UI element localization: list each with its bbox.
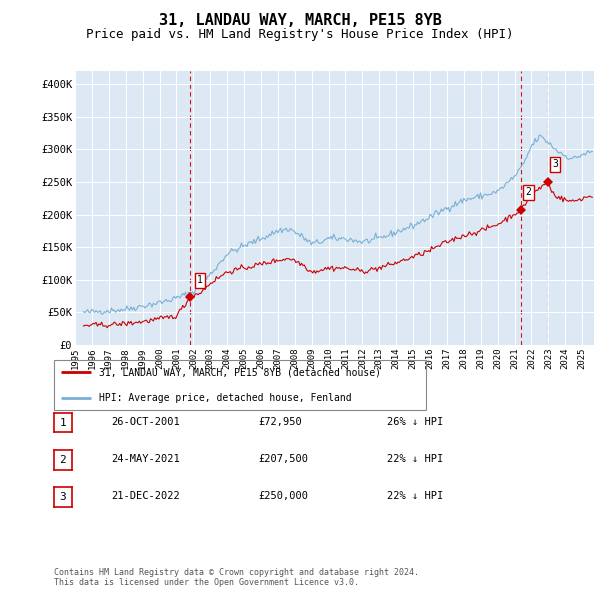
- Text: 31, LANDAU WAY, MARCH, PE15 8YB (detached house): 31, LANDAU WAY, MARCH, PE15 8YB (detache…: [98, 368, 380, 378]
- Text: 24-MAY-2021: 24-MAY-2021: [111, 454, 180, 464]
- Text: 21-DEC-2022: 21-DEC-2022: [111, 491, 180, 501]
- Text: 31, LANDAU WAY, MARCH, PE15 8YB: 31, LANDAU WAY, MARCH, PE15 8YB: [158, 13, 442, 28]
- Text: 3: 3: [59, 492, 67, 502]
- Text: Contains HM Land Registry data © Crown copyright and database right 2024.
This d: Contains HM Land Registry data © Crown c…: [54, 568, 419, 587]
- Text: 2: 2: [59, 455, 67, 465]
- Text: £250,000: £250,000: [258, 491, 308, 501]
- Text: Price paid vs. HM Land Registry's House Price Index (HPI): Price paid vs. HM Land Registry's House …: [86, 28, 514, 41]
- Text: 26-OCT-2001: 26-OCT-2001: [111, 417, 180, 427]
- Text: 2: 2: [526, 187, 531, 197]
- Text: 26% ↓ HPI: 26% ↓ HPI: [387, 417, 443, 427]
- Text: HPI: Average price, detached house, Fenland: HPI: Average price, detached house, Fenl…: [98, 392, 351, 402]
- Text: 1: 1: [59, 418, 67, 428]
- Text: 3: 3: [552, 159, 558, 169]
- Text: 22% ↓ HPI: 22% ↓ HPI: [387, 454, 443, 464]
- Text: £72,950: £72,950: [258, 417, 302, 427]
- Text: £207,500: £207,500: [258, 454, 308, 464]
- Text: 1: 1: [197, 275, 203, 285]
- Text: 22% ↓ HPI: 22% ↓ HPI: [387, 491, 443, 501]
